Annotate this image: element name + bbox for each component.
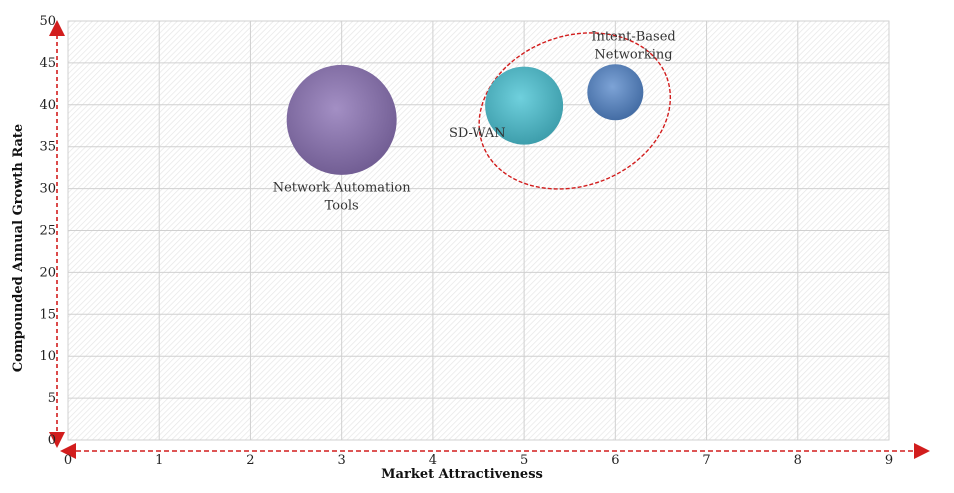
- x-tick-label: 4: [429, 453, 437, 468]
- y-tick-label: 40: [39, 98, 56, 113]
- x-tick-label: 7: [702, 453, 710, 468]
- x-axis-title: Market Attractiveness: [381, 467, 543, 482]
- bubble-network-automation-tools: [286, 64, 397, 175]
- y-tick-label: 15: [39, 307, 56, 322]
- x-tick-label: 3: [338, 453, 346, 468]
- x-tick-label: 6: [611, 453, 619, 468]
- bubble-sd-wan: [485, 66, 564, 145]
- x-tick-label: 2: [246, 453, 254, 468]
- y-tick-label: 50: [39, 14, 56, 29]
- y-tick-label: 5: [48, 391, 56, 406]
- y-tick-label: 10: [39, 349, 56, 364]
- y-tick-label: 0: [48, 433, 56, 448]
- y-tick-label: 45: [39, 56, 56, 71]
- axes: [49, 20, 930, 459]
- x-tick-label: 8: [794, 453, 802, 468]
- y-axis-title: Compounded Annual Growth Rate: [11, 124, 26, 372]
- x-tick-label: 0: [64, 453, 72, 468]
- grid-lines: [67, 20, 890, 441]
- bubble-label: SD-WAN: [449, 126, 506, 141]
- bubble-intent-based-networking: [587, 64, 644, 121]
- y-tick-label: 35: [39, 140, 56, 155]
- bubbles: [286, 32, 672, 190]
- y-tick-label: 25: [39, 224, 56, 239]
- bubble-label: Intent-Based Networking: [591, 29, 675, 62]
- y-tick-label: 30: [39, 182, 56, 197]
- x-tick-label: 1: [155, 453, 163, 468]
- y-tick-label: 20: [39, 265, 56, 280]
- bubble-labels: Network Automation Tools SD-WAN Intent-Base…: [273, 29, 676, 213]
- highlight-ellipse: [478, 32, 672, 190]
- x-tick-label: 9: [885, 453, 893, 468]
- bubble-label: Network Automation Tools: [273, 180, 412, 213]
- x-tick-label: 5: [520, 453, 528, 468]
